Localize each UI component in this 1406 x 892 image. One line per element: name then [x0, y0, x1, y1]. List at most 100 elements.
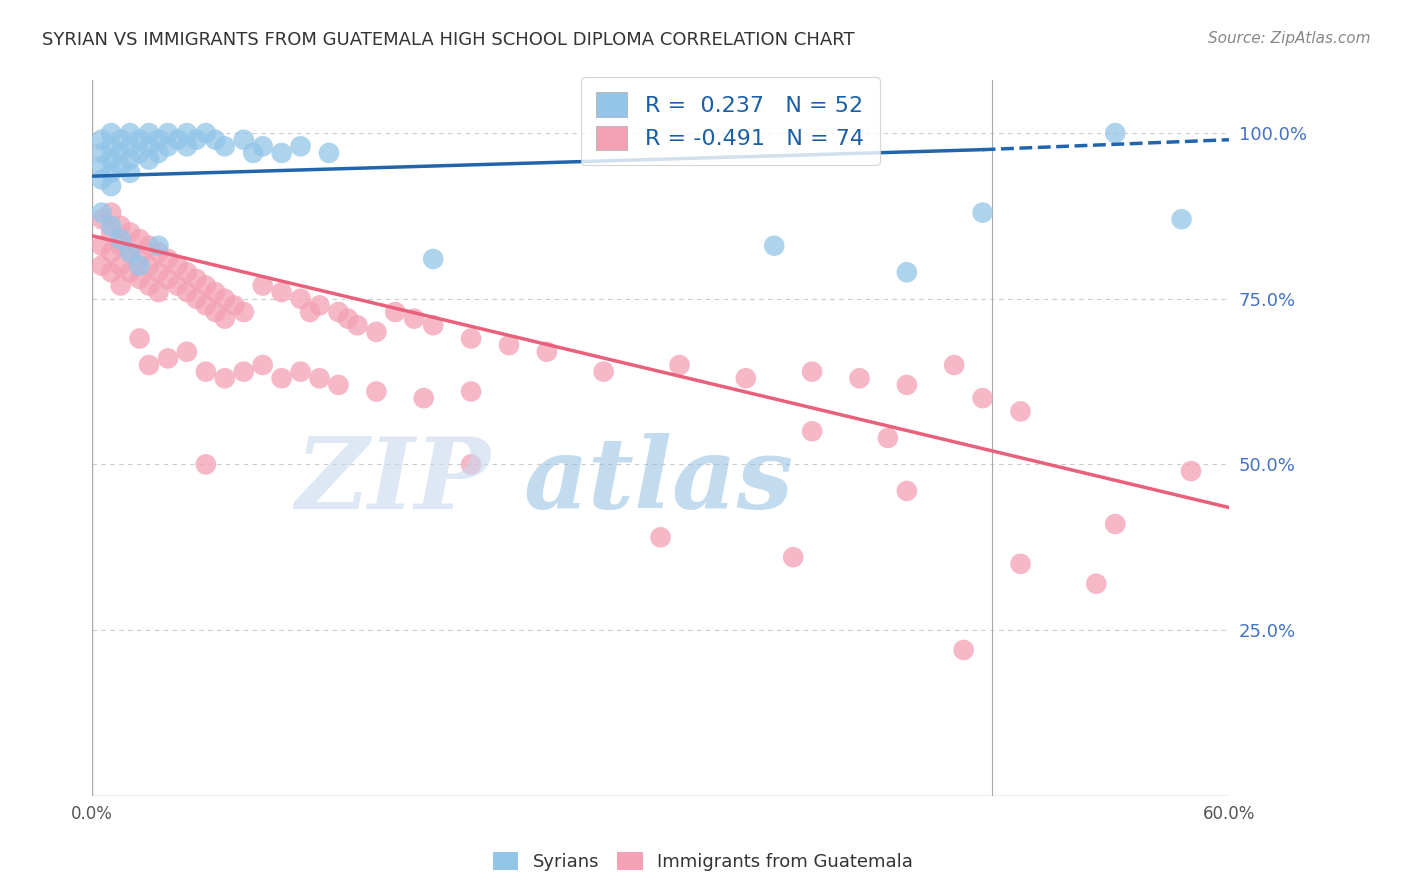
- Point: [128, 252, 150, 266]
- Point: [138, 238, 160, 252]
- Point: [952, 643, 974, 657]
- Point: [110, 278, 132, 293]
- Point: [120, 226, 142, 240]
- Point: [422, 318, 444, 333]
- Point: [194, 278, 217, 293]
- Point: [100, 153, 122, 167]
- Point: [412, 391, 434, 405]
- Point: [460, 458, 482, 472]
- Point: [100, 166, 122, 180]
- Point: [242, 145, 264, 160]
- Point: [1010, 404, 1032, 418]
- Legend: Syrians, Immigrants from Guatemala: Syrians, Immigrants from Guatemala: [486, 845, 920, 879]
- Text: SYRIAN VS IMMIGRANTS FROM GUATEMALA HIGH SCHOOL DIPLOMA CORRELATION CHART: SYRIAN VS IMMIGRANTS FROM GUATEMALA HIGH…: [42, 31, 855, 49]
- Point: [100, 139, 122, 153]
- Point: [290, 365, 312, 379]
- Point: [100, 179, 122, 194]
- Point: [120, 245, 142, 260]
- Point: [186, 133, 208, 147]
- Point: [404, 311, 426, 326]
- Point: [100, 245, 122, 260]
- Point: [270, 145, 292, 160]
- Point: [90, 212, 112, 227]
- Point: [1010, 557, 1032, 571]
- Point: [90, 133, 112, 147]
- Point: [366, 384, 388, 399]
- Point: [972, 205, 994, 219]
- Point: [120, 265, 142, 279]
- Point: [194, 126, 217, 140]
- Point: [1170, 212, 1192, 227]
- Point: [138, 126, 160, 140]
- Point: [384, 305, 406, 319]
- Point: [120, 153, 142, 167]
- Point: [186, 292, 208, 306]
- Point: [346, 318, 368, 333]
- Point: [100, 219, 122, 233]
- Point: [120, 166, 142, 180]
- Point: [148, 285, 170, 299]
- Point: [498, 338, 520, 352]
- Point: [734, 371, 756, 385]
- Point: [128, 331, 150, 345]
- Point: [848, 371, 870, 385]
- Point: [204, 133, 226, 147]
- Point: [668, 358, 690, 372]
- Point: [110, 133, 132, 147]
- Point: [650, 530, 672, 544]
- Point: [120, 139, 142, 153]
- Text: atlas: atlas: [524, 433, 794, 529]
- Point: [138, 139, 160, 153]
- Point: [110, 259, 132, 273]
- Point: [308, 298, 330, 312]
- Point: [156, 126, 179, 140]
- Point: [166, 259, 188, 273]
- Point: [156, 252, 179, 266]
- Point: [156, 272, 179, 286]
- Text: ZIP: ZIP: [295, 433, 491, 529]
- Point: [877, 431, 900, 445]
- Point: [270, 371, 292, 385]
- Point: [176, 139, 198, 153]
- Point: [801, 365, 824, 379]
- Point: [138, 358, 160, 372]
- Point: [214, 292, 236, 306]
- Point: [90, 205, 112, 219]
- Point: [110, 232, 132, 246]
- Point: [138, 278, 160, 293]
- Point: [801, 425, 824, 439]
- Point: [299, 305, 322, 319]
- Point: [328, 305, 350, 319]
- Point: [214, 139, 236, 153]
- Point: [232, 133, 254, 147]
- Point: [290, 292, 312, 306]
- Point: [148, 133, 170, 147]
- Point: [896, 265, 918, 279]
- Point: [366, 325, 388, 339]
- Point: [460, 331, 482, 345]
- Point: [110, 238, 132, 252]
- Point: [232, 305, 254, 319]
- Point: [592, 365, 614, 379]
- Point: [204, 285, 226, 299]
- Point: [336, 311, 359, 326]
- Point: [214, 311, 236, 326]
- Point: [90, 172, 112, 186]
- Point: [1104, 517, 1126, 532]
- Point: [90, 145, 112, 160]
- Point: [308, 371, 330, 385]
- Point: [536, 344, 558, 359]
- Point: [128, 133, 150, 147]
- Point: [166, 278, 188, 293]
- Point: [224, 298, 246, 312]
- Point: [148, 245, 170, 260]
- Point: [972, 391, 994, 405]
- Point: [252, 358, 274, 372]
- Point: [214, 371, 236, 385]
- Point: [156, 351, 179, 366]
- Point: [156, 139, 179, 153]
- Point: [290, 139, 312, 153]
- Legend: R =  0.237   N = 52, R = -0.491   N = 74: R = 0.237 N = 52, R = -0.491 N = 74: [581, 77, 880, 165]
- Point: [204, 305, 226, 319]
- Point: [896, 377, 918, 392]
